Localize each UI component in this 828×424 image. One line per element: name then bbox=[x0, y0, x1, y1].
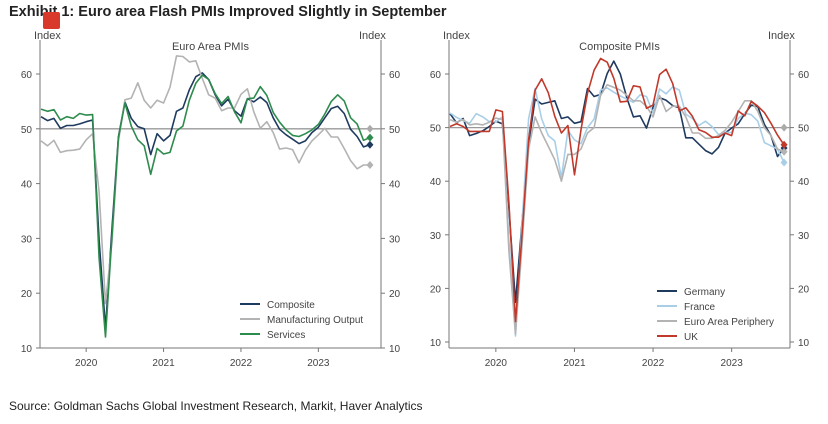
x-tick-label: 2020 bbox=[485, 358, 508, 369]
x-tick-label: 2021 bbox=[152, 358, 175, 369]
left-axis-label: Index bbox=[34, 30, 61, 42]
series-line-manufacturing-output bbox=[40, 55, 370, 305]
legend-label: Composite bbox=[267, 300, 315, 311]
left-axis-label: Index bbox=[443, 30, 470, 42]
x-tick-label: 2022 bbox=[230, 358, 253, 369]
legend-label: UK bbox=[684, 332, 698, 343]
end-marker-diamond bbox=[366, 160, 374, 169]
y-tick-label-right: 60 bbox=[389, 70, 401, 81]
y-tick-label-right: 50 bbox=[389, 125, 401, 136]
y-tick-label-right: 30 bbox=[798, 231, 810, 242]
y-tick-label-left: 50 bbox=[430, 124, 442, 135]
y-tick-label-left: 20 bbox=[430, 284, 442, 295]
y-tick-label-left: 40 bbox=[430, 177, 442, 188]
legend-label: France bbox=[684, 302, 716, 313]
right-axis-label: Index bbox=[768, 30, 795, 42]
series-line-germany bbox=[449, 60, 785, 304]
y-tick-label-left: 50 bbox=[21, 125, 33, 136]
legend-label: Euro Area Periphery bbox=[684, 317, 774, 328]
y-tick-label-right: 50 bbox=[798, 124, 810, 135]
x-tick-label: 2023 bbox=[721, 358, 744, 369]
source-note: Source: Goldman Sachs Global Investment … bbox=[9, 399, 423, 413]
reference-marker bbox=[366, 124, 374, 133]
legend-label: Manufacturing Output bbox=[267, 315, 363, 326]
y-tick-label-left: 20 bbox=[21, 289, 33, 300]
x-tick-label: 2023 bbox=[307, 358, 330, 369]
y-tick-label-right: 20 bbox=[798, 284, 810, 295]
y-tick-label-left: 60 bbox=[21, 70, 33, 81]
y-tick-label-right: 20 bbox=[389, 289, 401, 300]
series-line-composite bbox=[40, 72, 371, 330]
end-marker-diamond bbox=[780, 158, 788, 167]
y-tick-label-right: 10 bbox=[798, 338, 810, 349]
y-tick-label-right: 40 bbox=[798, 177, 810, 188]
right-axis-label: Index bbox=[359, 30, 386, 42]
chart-title: Euro Area PMIs bbox=[172, 41, 250, 53]
y-tick-label-left: 10 bbox=[430, 338, 442, 349]
series-line-services bbox=[40, 74, 371, 338]
end-marker-diamond bbox=[780, 140, 788, 149]
chart-title: Composite PMIs bbox=[579, 41, 660, 53]
chart-logo-icon bbox=[43, 12, 60, 29]
end-marker-diamond bbox=[366, 133, 374, 142]
reference-marker bbox=[780, 123, 788, 132]
y-tick-label-right: 10 bbox=[389, 344, 401, 355]
y-tick-label-right: 30 bbox=[389, 234, 401, 245]
y-tick-label-left: 40 bbox=[21, 180, 33, 191]
y-tick-label-right: 40 bbox=[389, 180, 401, 191]
legend-label: Services bbox=[267, 330, 305, 341]
end-marker-diamond bbox=[780, 147, 788, 156]
x-tick-label: 2020 bbox=[75, 358, 98, 369]
exhibit-title: Exhibit 1: Euro area Flash PMIs Improved… bbox=[9, 4, 447, 20]
y-tick-label-left: 30 bbox=[21, 234, 33, 245]
series-line-uk bbox=[449, 57, 785, 323]
y-tick-label-left: 10 bbox=[21, 344, 33, 355]
legend-label: Germany bbox=[684, 287, 725, 298]
x-tick-label: 2021 bbox=[563, 358, 586, 369]
y-tick-label-left: 30 bbox=[430, 231, 442, 242]
end-marker-diamond bbox=[366, 140, 374, 149]
y-tick-label-right: 60 bbox=[798, 70, 810, 81]
y-tick-label-left: 60 bbox=[430, 70, 442, 81]
x-tick-label: 2022 bbox=[642, 358, 665, 369]
